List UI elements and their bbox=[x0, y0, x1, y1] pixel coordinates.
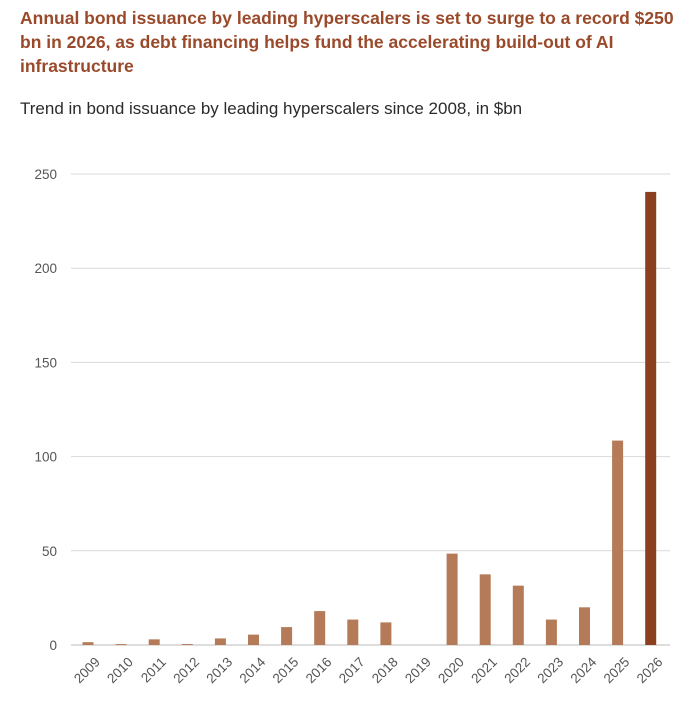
y-tick-label: 50 bbox=[42, 544, 57, 559]
x-tick-label: 2018 bbox=[369, 654, 401, 686]
bar-2018 bbox=[380, 622, 392, 645]
bar-2022 bbox=[512, 585, 524, 645]
x-tick-label: 2013 bbox=[203, 654, 235, 686]
x-tick-label: 2019 bbox=[402, 654, 434, 686]
x-tick-label: 2012 bbox=[170, 654, 202, 686]
x-tick-label: 2010 bbox=[104, 654, 136, 686]
bar-2011 bbox=[148, 639, 160, 645]
bar-2021 bbox=[479, 574, 491, 645]
x-tick-label: 2025 bbox=[601, 654, 633, 686]
bar-2016 bbox=[314, 611, 326, 645]
y-tick-label: 100 bbox=[34, 450, 57, 465]
x-tick-label: 2009 bbox=[71, 654, 103, 686]
x-axis-tick-labels: 2009 2010 2011 2012 2013 2014 2015 2016 2017 2018… bbox=[71, 654, 666, 686]
chart-subtitle: Trend in bond issuance by leading hypers… bbox=[20, 99, 523, 118]
bar-2009 bbox=[82, 642, 94, 645]
bar-2026 bbox=[645, 191, 657, 645]
x-tick-label: 2015 bbox=[270, 654, 302, 686]
x-tick-label: 2022 bbox=[501, 654, 533, 686]
x-tick-label: 2014 bbox=[237, 654, 269, 686]
x-tick-label: 2026 bbox=[634, 654, 666, 686]
x-tick-label: 2024 bbox=[568, 654, 600, 686]
bar-2023 bbox=[545, 619, 557, 645]
y-tick-label: 150 bbox=[34, 355, 57, 370]
x-tick-label: 2021 bbox=[468, 654, 500, 686]
bar-2024 bbox=[579, 607, 590, 645]
bars bbox=[82, 191, 657, 645]
bar-2017 bbox=[347, 619, 359, 645]
x-tick-label: 2017 bbox=[336, 654, 368, 686]
bar-2025 bbox=[612, 440, 624, 645]
gridlines bbox=[71, 173, 670, 646]
bar-2012 bbox=[181, 644, 193, 645]
bar-2013 bbox=[214, 638, 226, 645]
bar-2014 bbox=[248, 634, 259, 645]
x-tick-label: 2016 bbox=[303, 654, 335, 686]
y-axis-tick-labels: 0 50 100 150 200 250 bbox=[34, 167, 57, 653]
x-tick-label: 2020 bbox=[435, 654, 467, 686]
x-tick-label: 2011 bbox=[138, 654, 169, 685]
y-tick-label: 0 bbox=[49, 638, 57, 653]
y-tick-label: 250 bbox=[34, 167, 57, 182]
bar-2010 bbox=[115, 644, 127, 645]
bar-2020 bbox=[446, 553, 458, 645]
chart-title: Annual bond issuance by leading hypersca… bbox=[20, 8, 674, 76]
bar-2015 bbox=[281, 627, 293, 645]
y-tick-label: 200 bbox=[34, 261, 57, 276]
x-tick-label: 2023 bbox=[534, 654, 566, 686]
